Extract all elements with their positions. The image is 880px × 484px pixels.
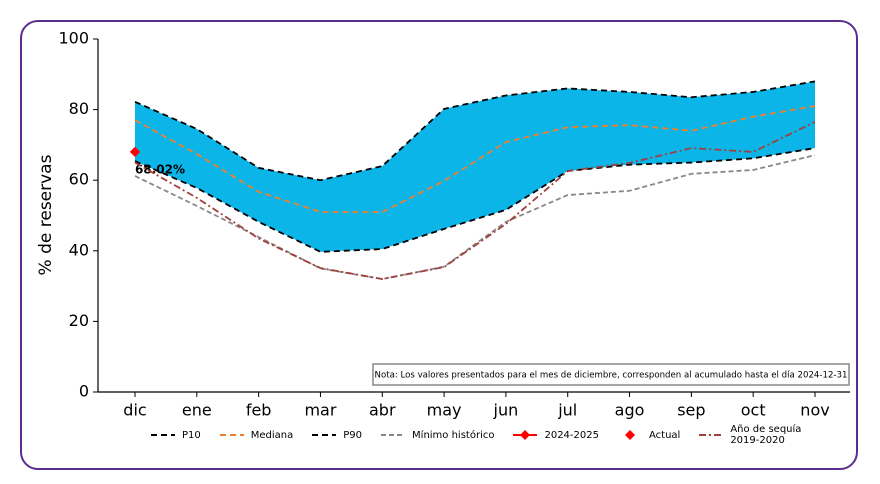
- legend-item: Mínimo histórico: [380, 429, 494, 441]
- series-line: [134, 121, 816, 280]
- series-line: [134, 80, 816, 182]
- point-marker: [130, 146, 140, 157]
- x-tick-label: nov: [800, 401, 829, 420]
- x-tick-label: abr: [369, 401, 396, 420]
- y-tick-label: 100: [58, 29, 89, 48]
- legend-item: Mediana: [219, 429, 294, 441]
- legend-label: Actual: [648, 429, 681, 441]
- x-tick-label: ene: [182, 401, 212, 420]
- x-tick-label: ago: [615, 401, 645, 420]
- y-tick-label: 0: [79, 382, 89, 401]
- x-tick-label: jun: [493, 401, 519, 420]
- x-tick-label: feb: [246, 401, 272, 420]
- legend-item: P10: [150, 429, 201, 441]
- legend-label: Mediana: [250, 429, 294, 441]
- band-area: [135, 81, 815, 252]
- legend-item: 2024-2025: [512, 429, 599, 441]
- legend-label: P10: [182, 429, 201, 441]
- x-tick-label: may: [427, 401, 462, 420]
- x-tick-label: sep: [677, 401, 705, 420]
- legend-swatch: [312, 434, 337, 436]
- legend-label: 2024-2025: [544, 429, 599, 441]
- legend-item: Actual: [617, 429, 680, 441]
- y-axis-label: % de reservas: [36, 154, 56, 275]
- series-line: [134, 154, 816, 280]
- legend-marker: [624, 430, 635, 440]
- note: Nota: Los valores presentados para el me…: [375, 371, 848, 381]
- x-tick-label: mar: [304, 401, 336, 420]
- x-tick-label: oct: [741, 401, 766, 420]
- legend-swatch: [624, 430, 635, 440]
- x-tick-label: jul: [557, 401, 577, 420]
- y-tick-label: 40: [69, 240, 89, 259]
- legend-swatch: [513, 430, 538, 440]
- legend-item: P90: [311, 429, 362, 441]
- series-line: [134, 105, 816, 213]
- legend: P10 Mediana P90 Mínimo histórico 2024-2025 Ac…: [150, 424, 801, 446]
- y-tick-label: 20: [69, 311, 89, 330]
- note-box: [372, 363, 850, 386]
- legend-swatch: [219, 434, 244, 436]
- x-tick-label: dic: [123, 401, 146, 420]
- legend-item: Año de sequía 2019-2020: [698, 424, 801, 446]
- legend-label: Año de sequía 2019-2020: [730, 424, 802, 446]
- y-tick-label: 80: [69, 99, 89, 118]
- legend-marker: [520, 430, 531, 440]
- y-tick-label: 60: [69, 170, 89, 189]
- frame: [20, 20, 858, 470]
- data-label: 68.02%: [135, 162, 185, 176]
- series-line: [134, 147, 816, 253]
- legend-swatch: [699, 434, 724, 436]
- legend-label: Mínimo histórico: [412, 429, 495, 441]
- legend-swatch: [381, 434, 406, 436]
- legend-label: P90: [343, 429, 363, 441]
- legend-swatch: [151, 434, 175, 436]
